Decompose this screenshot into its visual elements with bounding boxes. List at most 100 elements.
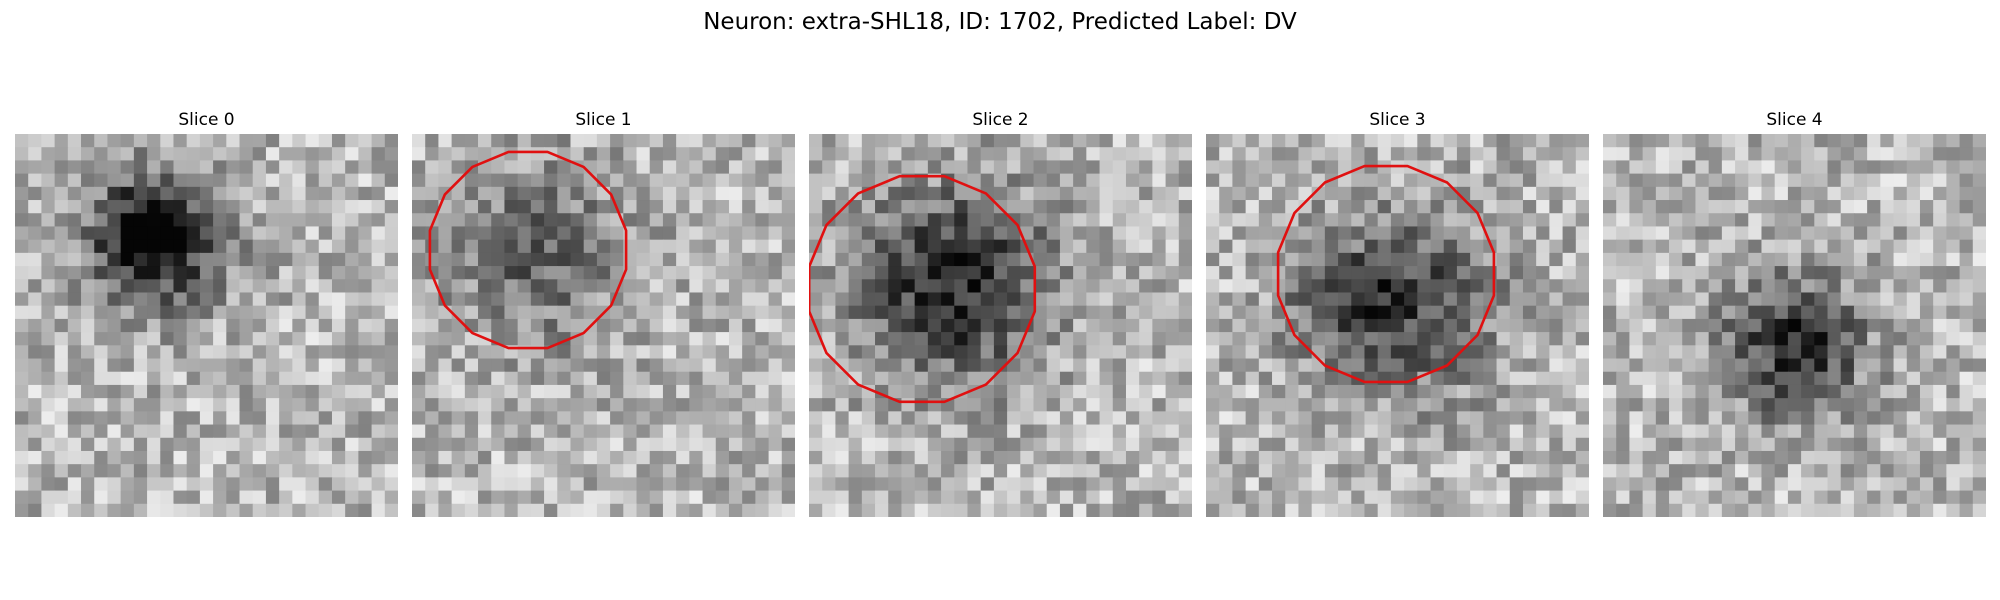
- pixel: [544, 332, 558, 346]
- pixel: [1708, 332, 1723, 346]
- pixel: [1695, 490, 1710, 505]
- pixel: [1919, 305, 1934, 320]
- pixel: [491, 279, 506, 294]
- pixel: [848, 358, 863, 373]
- pixel: [1946, 358, 1961, 373]
- pixel: [1906, 266, 1921, 280]
- pixel: [941, 411, 955, 426]
- pixel: [941, 279, 955, 294]
- pixel: [239, 147, 254, 162]
- pixel: [1735, 398, 1749, 412]
- pixel: [1112, 318, 1127, 333]
- pixel: [1919, 213, 1934, 228]
- pixel: [596, 239, 611, 254]
- pixel: [1814, 371, 1829, 386]
- pixel: [305, 318, 320, 333]
- pixel: [755, 160, 770, 175]
- pixel: [715, 266, 730, 280]
- pixel: [1351, 384, 1366, 399]
- pixel: [107, 464, 122, 478]
- pixel: [1443, 147, 1458, 162]
- pixel: [888, 200, 903, 214]
- pixel: [1827, 318, 1842, 333]
- pixel: [1933, 305, 1947, 320]
- pixel: [1642, 292, 1657, 307]
- pixel: [1867, 186, 1881, 201]
- pixel: [1377, 358, 1392, 373]
- pixel: [1298, 147, 1313, 162]
- pixel: [1456, 450, 1471, 465]
- pixel: [636, 239, 651, 254]
- pixel: [305, 252, 320, 267]
- pixel: [1165, 437, 1180, 452]
- pixel: [1642, 318, 1657, 333]
- pixel: [1959, 213, 1974, 228]
- pixel: [1642, 358, 1657, 373]
- pixel: [186, 266, 201, 280]
- pixel: [1245, 411, 1260, 426]
- pixel: [252, 266, 267, 280]
- pixel: [728, 384, 743, 399]
- pixel: [478, 318, 492, 333]
- pixel: [1655, 371, 1670, 386]
- pixel: [384, 134, 398, 148]
- pixel: [412, 134, 426, 148]
- pixel: [1893, 398, 1908, 412]
- pixel: [557, 279, 572, 294]
- pixel: [755, 252, 770, 267]
- pixel: [1893, 503, 1908, 517]
- pixel: [1946, 239, 1961, 254]
- pixel: [941, 147, 955, 162]
- pixel: [1853, 226, 1868, 241]
- pixel: [583, 213, 598, 228]
- pixel: [1377, 186, 1392, 201]
- pixel: [1364, 477, 1379, 492]
- pixel: [1522, 147, 1537, 162]
- pixel: [1603, 437, 1617, 452]
- pixel: [1377, 424, 1392, 439]
- pixel: [133, 186, 148, 201]
- pixel: [1933, 411, 1947, 426]
- pixel: [94, 464, 109, 478]
- pixel: [927, 477, 942, 492]
- pixel: [107, 398, 122, 412]
- pixel: [28, 134, 43, 148]
- pixel: [239, 252, 254, 267]
- pixel: [649, 503, 664, 517]
- pixel: [1219, 173, 1234, 188]
- pixel: [331, 371, 346, 386]
- pixel: [371, 186, 386, 201]
- pixel: [583, 200, 598, 214]
- pixel: [1139, 332, 1153, 346]
- pixel: [781, 200, 795, 214]
- pixel: [199, 384, 214, 399]
- pixel: [1840, 503, 1855, 517]
- pixel: [1814, 160, 1829, 175]
- pixel: [1404, 332, 1418, 346]
- pixel: [610, 437, 624, 452]
- pixel: [1549, 160, 1564, 175]
- pixel: [67, 503, 82, 517]
- pixel: [1522, 332, 1537, 346]
- pixel: [993, 226, 1008, 241]
- pixel: [1059, 437, 1074, 452]
- pixel: [728, 411, 743, 426]
- pixel: [279, 450, 293, 465]
- pixel: [1562, 292, 1577, 307]
- pixel: [1774, 186, 1789, 201]
- pixel: [478, 371, 492, 386]
- pixel: [1417, 173, 1432, 188]
- pixel: [1033, 345, 1048, 360]
- pixel: [371, 450, 386, 465]
- pixel: [993, 345, 1008, 360]
- pixel: [15, 345, 29, 360]
- pixel: [901, 398, 916, 412]
- pixel: [1721, 266, 1736, 280]
- pixel: [1073, 213, 1087, 228]
- pixel: [822, 332, 837, 346]
- pixel: [54, 147, 69, 162]
- pixel: [239, 503, 254, 517]
- pixel: [596, 147, 611, 162]
- pixel: [1206, 371, 1220, 386]
- pixel: [1020, 173, 1035, 188]
